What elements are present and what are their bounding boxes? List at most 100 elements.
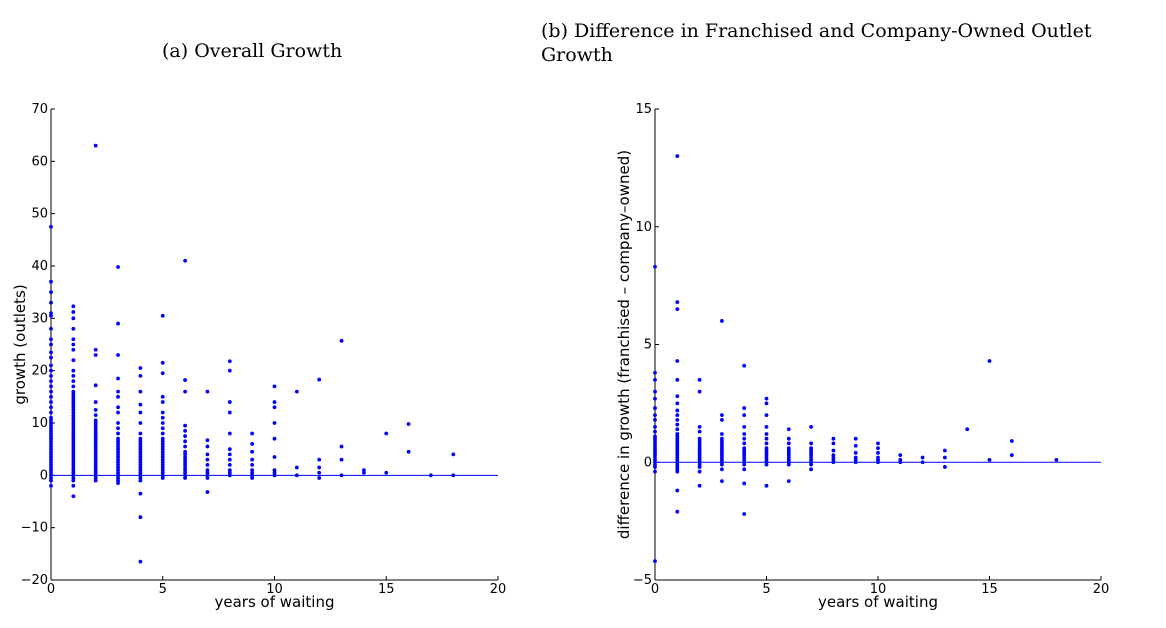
panel-a-data-point — [49, 410, 53, 415]
panel-b-data-point — [720, 413, 724, 418]
panel-b-data-point — [853, 450, 858, 455]
panel-b-x-tick-label: 15 — [981, 582, 998, 597]
panel-a-data-point — [384, 431, 389, 436]
panel-a-data-point — [183, 389, 188, 394]
panel-b-data-point — [653, 406, 657, 410]
panel-a-data-point — [116, 444, 120, 449]
panel-a-y-tick-label: 50 — [31, 207, 48, 222]
panel-b-data-point — [675, 427, 680, 432]
panel-b-data-point — [1009, 439, 1014, 443]
panel-a-data-point — [160, 415, 165, 420]
panel-b-data-point — [764, 413, 769, 418]
panel-a-data-point — [227, 447, 232, 452]
panel-a-data-point — [183, 258, 188, 263]
panel-a-y-axis-label: growth (outlets) — [11, 284, 29, 404]
panel-a-data-point — [205, 473, 210, 478]
panel-a-data-point — [317, 476, 322, 480]
panel-b-data-point — [853, 436, 858, 441]
panel-b-y-tick-label: 10 — [635, 220, 652, 235]
panel-a-data-point — [138, 457, 143, 462]
panel-a-data-point — [71, 394, 76, 399]
panel-a-data-point — [138, 476, 143, 480]
panel-b-data-point — [786, 436, 791, 441]
panel-a-data-point — [71, 408, 76, 412]
panel-b-data-point — [675, 359, 680, 363]
panel-b-data-point — [675, 469, 680, 474]
panel-a-data-point — [116, 353, 120, 357]
panel-b-x-axis-label: years of waiting — [818, 593, 938, 611]
panel-a-data-point — [93, 423, 98, 428]
panel-a-data-point — [71, 415, 76, 420]
panel-a-data-point — [49, 384, 53, 389]
panel-a-data-point — [71, 455, 76, 459]
panel-b-data-point — [742, 432, 747, 436]
panel-a-data-point — [71, 468, 76, 472]
panel-a-data-point — [138, 447, 143, 452]
panel-b-data-point — [764, 432, 769, 436]
panel-b-data-point — [653, 429, 657, 434]
panel-a-data-point — [71, 431, 76, 436]
panel-a-data-point — [227, 468, 232, 472]
panel-b-data-point — [675, 300, 680, 305]
panel-a-data-point — [71, 316, 76, 321]
panel-a-data-point — [49, 355, 53, 360]
panel-a-data-point — [71, 400, 76, 404]
panel-a-data-point — [272, 455, 277, 459]
panel-a-data-point — [183, 449, 188, 454]
panel-a-data-point — [93, 428, 98, 433]
panel-a-data-point — [183, 428, 188, 433]
panel-a-data-point — [116, 465, 120, 470]
panel-b-data-point — [653, 469, 657, 474]
panel-a-data-point — [116, 442, 120, 446]
panel-a-data-point — [183, 468, 188, 472]
panel-a-data-point — [116, 439, 120, 444]
panel-a-data-point — [138, 515, 143, 520]
panel-a-data-point — [250, 462, 255, 467]
panel-b-data-point — [831, 460, 836, 465]
panel-a-data-point — [138, 410, 143, 415]
panel-b-data-point — [764, 396, 769, 401]
panel-a-data-point — [49, 462, 53, 467]
panel-a-data-point — [116, 449, 120, 454]
panel-a-data-point — [49, 368, 53, 373]
panel-b-data-point — [764, 483, 769, 488]
panel-a-data-point — [93, 476, 98, 480]
panel-a-data-point — [71, 410, 76, 415]
panel-a-data-point — [49, 470, 53, 475]
panel-a-data-point — [49, 478, 53, 483]
panel-b-data-point — [675, 394, 680, 399]
panel-a-data-point — [138, 559, 143, 564]
panel-a-data-point — [138, 439, 143, 444]
panel-a-data-point — [227, 431, 232, 436]
panel-a-data-point — [93, 444, 98, 449]
panel-b-x-tick-label: 0 — [651, 582, 659, 597]
panel-b-data-point — [720, 319, 724, 323]
panel-a-data-point — [71, 439, 76, 444]
panel-a-data-point — [93, 408, 98, 412]
panel-a-data-point — [116, 455, 120, 459]
panel-a-data-point — [160, 439, 165, 444]
panel-a-data-point — [49, 476, 53, 480]
panel-b-data-point — [898, 460, 903, 465]
panel-a-data-point — [116, 389, 120, 394]
panel-a-data-point — [93, 455, 98, 459]
panel-b-data-point — [1009, 453, 1014, 458]
panel-a-x-tick-label: 20 — [490, 582, 507, 597]
panel-a-x-axis-label: years of waiting — [215, 593, 335, 611]
panel-a-data-point — [116, 457, 120, 462]
panel-a-data-point — [49, 224, 53, 229]
panel-a-data-point — [317, 457, 322, 462]
panel-a-data-point — [93, 473, 98, 478]
panel-a-data-point — [71, 389, 76, 394]
panel-b-y-tick-label: −5 — [633, 573, 652, 588]
panel-b-data-point — [809, 425, 813, 429]
panel-b-data-point — [653, 264, 657, 269]
panel-b-data-point — [1054, 457, 1059, 462]
panel-a-data-point — [49, 313, 53, 318]
panel-a-data-point — [49, 279, 53, 284]
panel-a-data-point — [250, 473, 255, 478]
panel-a-data-point — [49, 447, 53, 452]
panel-a-data-point — [49, 465, 53, 470]
panel-a-data-point — [205, 490, 210, 494]
